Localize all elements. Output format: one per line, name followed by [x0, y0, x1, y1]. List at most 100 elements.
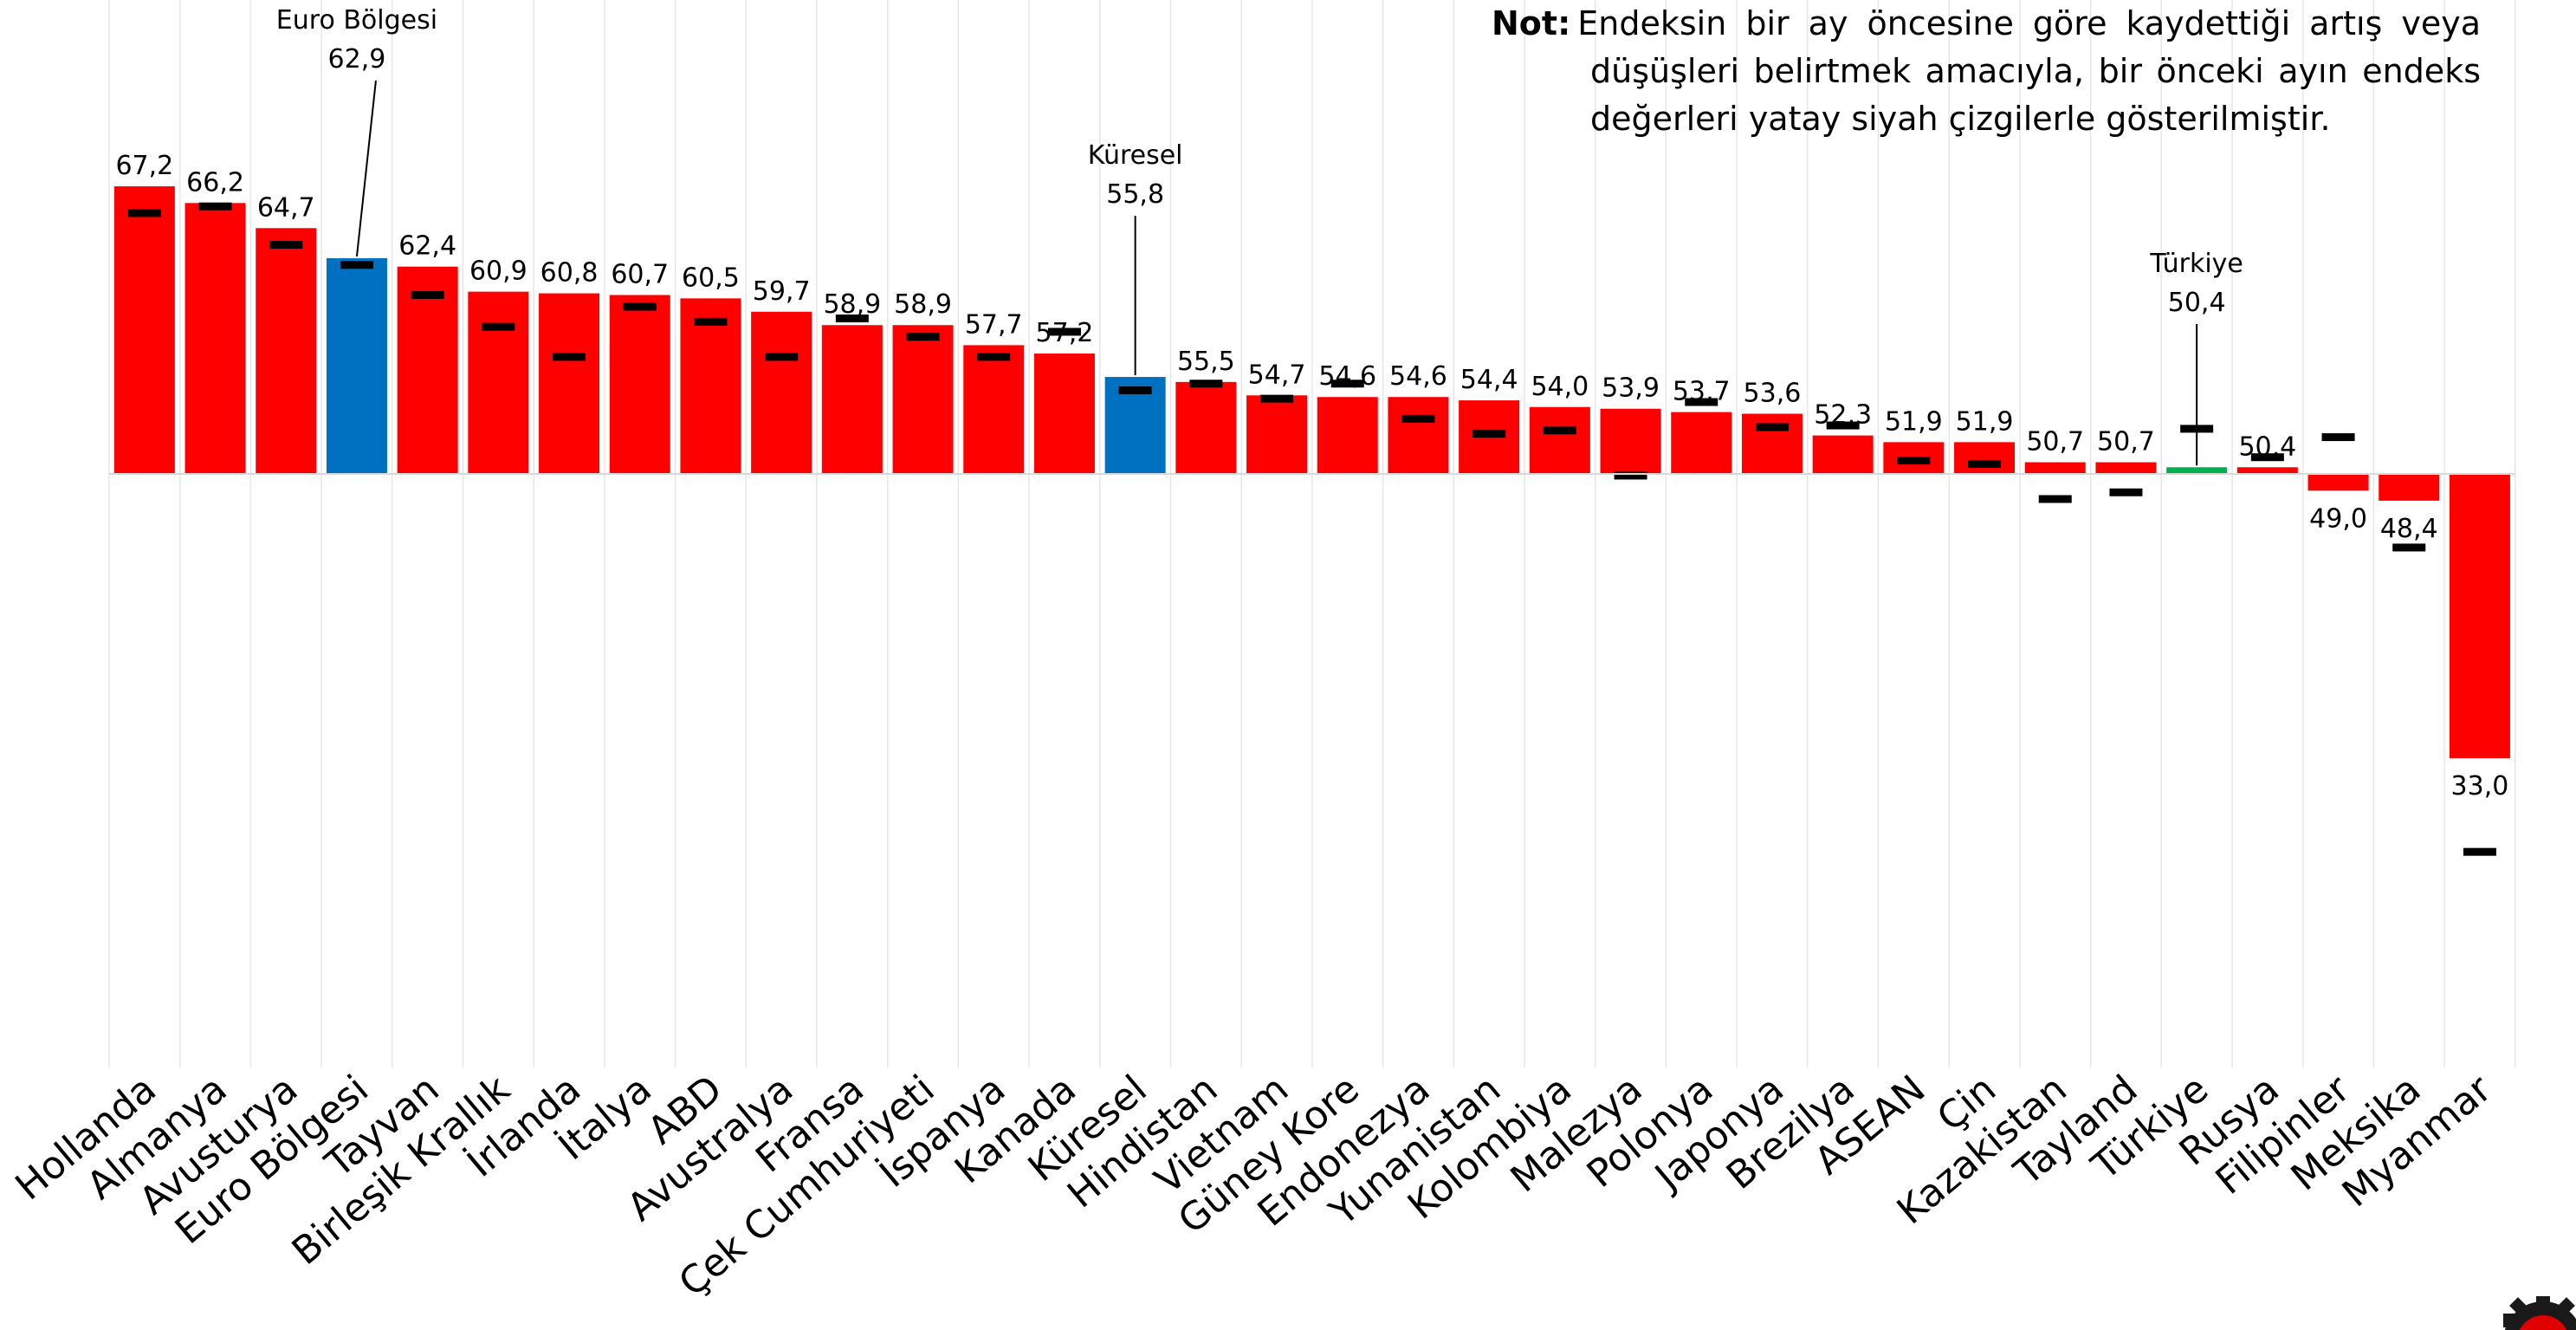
- previous-month-marker: [1401, 414, 1435, 423]
- data-label: 58,9: [823, 289, 881, 320]
- data-label: 49,0: [2309, 503, 2367, 534]
- note-line-3: değerleri yatay siyah çizgilerle gösteri…: [1590, 100, 2331, 138]
- data-label: 54,0: [1531, 372, 1589, 402]
- data-label: 54,6: [1318, 361, 1376, 392]
- bar: [1600, 408, 1661, 474]
- previous-month-marker: [1189, 380, 1223, 388]
- note-key: Not:: [1492, 4, 1571, 42]
- data-label: 51,9: [1885, 406, 1943, 437]
- bar: [468, 291, 529, 474]
- previous-month-marker: [198, 202, 232, 211]
- bar: [680, 298, 741, 474]
- callouts: Euro Bölgesi 62,9 Küresel 55,8 Türkiye 50,4: [276, 5, 2243, 466]
- bar: [539, 293, 600, 474]
- callout-value: 62,9: [328, 44, 386, 75]
- data-label: 50,7: [2026, 426, 2084, 457]
- bar: [1175, 381, 1237, 474]
- previous-month-marker: [835, 315, 869, 323]
- bar: [1033, 354, 1095, 474]
- previous-month-marker: [340, 261, 373, 269]
- callout-name: Euro Bölgesi: [276, 5, 437, 36]
- bars: [113, 186, 2510, 759]
- previous-month-marker: [623, 302, 657, 311]
- previous-month-marker: [1968, 459, 2002, 468]
- previous-month-marker: [2038, 495, 2072, 503]
- previous-month-marker: [1543, 426, 1576, 435]
- bar: [751, 311, 812, 474]
- bar: [609, 295, 670, 474]
- previous-month-marker: [269, 241, 303, 250]
- data-label: 51,9: [1956, 406, 2014, 437]
- previous-month-marker: [2109, 488, 2143, 496]
- data-label: 52,3: [1814, 400, 1872, 431]
- bar: [326, 258, 387, 474]
- bar: [1246, 395, 1308, 474]
- data-label: 60,7: [611, 259, 669, 289]
- callout-value: 55,8: [1106, 179, 1164, 210]
- previous-month-marker: [694, 317, 728, 326]
- previous-month-marker: [1260, 394, 1294, 403]
- previous-month-marker: [2463, 847, 2496, 856]
- bar: [892, 325, 954, 474]
- previous-month-marker: [1897, 457, 1931, 465]
- data-label: 50,7: [2097, 426, 2155, 457]
- bar: [1317, 397, 1378, 474]
- data-label: 53,9: [1602, 373, 1660, 404]
- data-label: 58,9: [894, 289, 952, 320]
- previous-month-marker: [1614, 471, 1647, 480]
- note-line-1: Not: Endeksin bir ay öncesine göre kaydet…: [1492, 0, 2481, 48]
- bar: [1671, 412, 1732, 474]
- previous-month-marker: [765, 353, 799, 361]
- gear-logo-icon: [2503, 1296, 2576, 1330]
- data-label: 57,2: [1036, 318, 1094, 348]
- bar: [184, 203, 246, 474]
- data-labels: 67,2 66,2 64,7 62,4 60,9 60,8 60,7 60,5 59,7 58,9…: [115, 151, 2508, 801]
- bar: [1741, 413, 1803, 474]
- bar: [2307, 474, 2369, 491]
- data-label: 60,8: [540, 258, 599, 289]
- previous-month-marker: [1330, 380, 1364, 388]
- gridlines: [108, 0, 2516, 1067]
- previous-month-marker: [553, 353, 586, 361]
- bar: [1812, 435, 1874, 474]
- data-label: 66,2: [186, 167, 244, 198]
- data-label: 33,0: [2451, 771, 2509, 801]
- data-label: 54,6: [1389, 361, 1447, 392]
- previous-month-marker: [2392, 543, 2426, 552]
- data-label: 64,7: [257, 192, 315, 223]
- previous-month-marker: [482, 322, 515, 331]
- bar: [256, 228, 317, 474]
- callout-name: Türkiye: [2149, 249, 2243, 279]
- bar: [821, 325, 883, 474]
- data-label: 50,4: [2238, 431, 2296, 462]
- previous-month-marker: [2321, 433, 2355, 442]
- bar: [1529, 406, 1590, 474]
- data-label: 54,7: [1248, 360, 1306, 390]
- data-label: 48,4: [2380, 514, 2438, 544]
- bar: [963, 345, 1025, 474]
- data-label: 55,5: [1177, 347, 1235, 377]
- bar: [2449, 474, 2510, 759]
- data-label: 60,9: [469, 256, 527, 287]
- bar: [2024, 462, 2086, 474]
- data-label: 54,4: [1460, 365, 1518, 395]
- bar: [2095, 462, 2157, 474]
- callout-value: 50,4: [2168, 288, 2226, 318]
- data-label: 57,7: [965, 309, 1023, 340]
- data-label: 59,7: [753, 276, 811, 307]
- callout-leader: [355, 80, 377, 257]
- previous-month-marker: [1826, 421, 1860, 430]
- data-label: 60,5: [682, 263, 740, 293]
- bar: [2166, 467, 2228, 474]
- bar: [397, 266, 458, 474]
- data-label: 53,7: [1673, 377, 1731, 407]
- previous-month-marker: [411, 290, 444, 299]
- note-text: Not: Endeksin bir ay öncesine göre kaydet…: [1492, 0, 2481, 143]
- data-label: 53,6: [1744, 379, 1802, 409]
- previous-month-marker: [127, 209, 161, 217]
- previous-month-marker: [1685, 398, 1718, 406]
- previous-month-marker: [906, 333, 940, 341]
- previous-month-marker: [1118, 386, 1152, 394]
- previous-month-marker: [977, 353, 1011, 361]
- note-line-2: düşüşleri belirtmek amacıyla, bir önceki…: [1590, 52, 2481, 90]
